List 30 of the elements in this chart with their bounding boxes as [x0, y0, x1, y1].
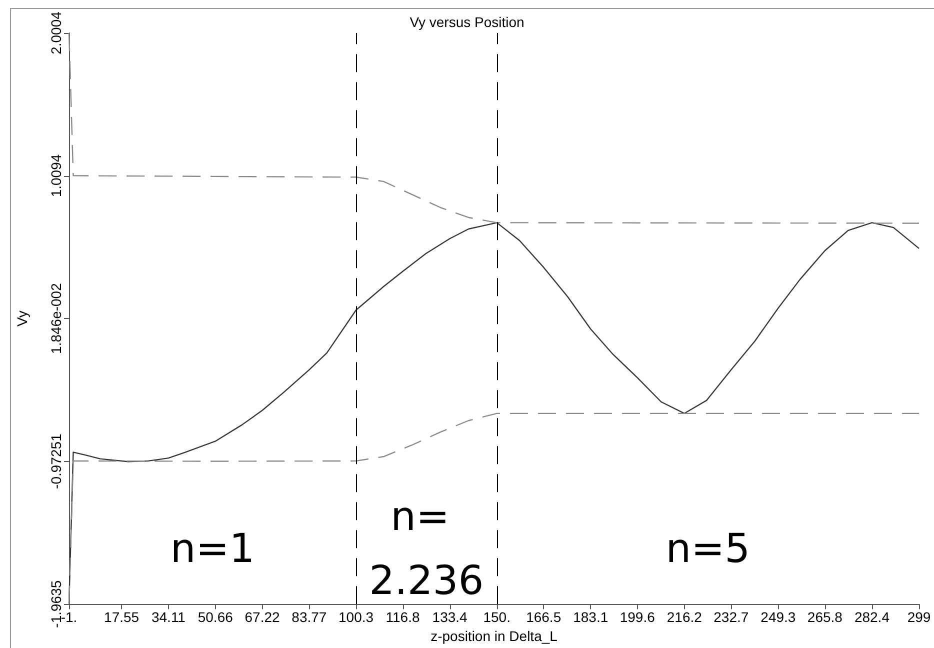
x-tick-label: 83.77: [292, 609, 327, 626]
x-tick-label: -1.: [60, 609, 78, 626]
chart-title: Vy versus Position: [410, 14, 524, 30]
y-tick-label: 1.846e-002: [48, 282, 64, 354]
x-tick-label: 34.11: [151, 609, 186, 626]
x-axis-title: z-position in Delta_L: [430, 628, 558, 644]
annotation: n= 2.236: [369, 494, 484, 604]
annotation: n=5: [666, 526, 750, 572]
x-tick-label: 166.5: [526, 609, 562, 626]
x-tick-label: 232.7: [714, 609, 749, 626]
line-series: [68, 32, 920, 224]
y-tick-label: 1.0094: [48, 154, 64, 198]
x-tick-label: 150.: [483, 609, 510, 626]
x-tick-label: 50.66: [198, 609, 234, 626]
annotation: n=1: [170, 526, 255, 572]
y-axis-title: Vy: [14, 310, 30, 326]
x-tick-label: 100.3: [338, 609, 374, 626]
x-tick-label: 183.1: [573, 609, 608, 626]
x-tick-label: 299: [907, 609, 931, 626]
x-tick-label: 199.6: [620, 609, 656, 626]
y-tick-label: 2.0004: [48, 11, 64, 54]
x-tick-label: 249.3: [760, 609, 796, 626]
x-tick-label: 265.8: [807, 609, 843, 626]
x-tick-label: 17.55: [104, 609, 140, 626]
y-tick-label: -0.97251: [48, 433, 64, 489]
x-tick-label: 133.4: [432, 609, 468, 626]
x-tick-label: 216.2: [666, 609, 702, 626]
x-tick-label: 67.22: [244, 609, 280, 626]
x-tick-label: 116.8: [386, 609, 420, 626]
x-tick-label: 282.4: [854, 609, 890, 626]
